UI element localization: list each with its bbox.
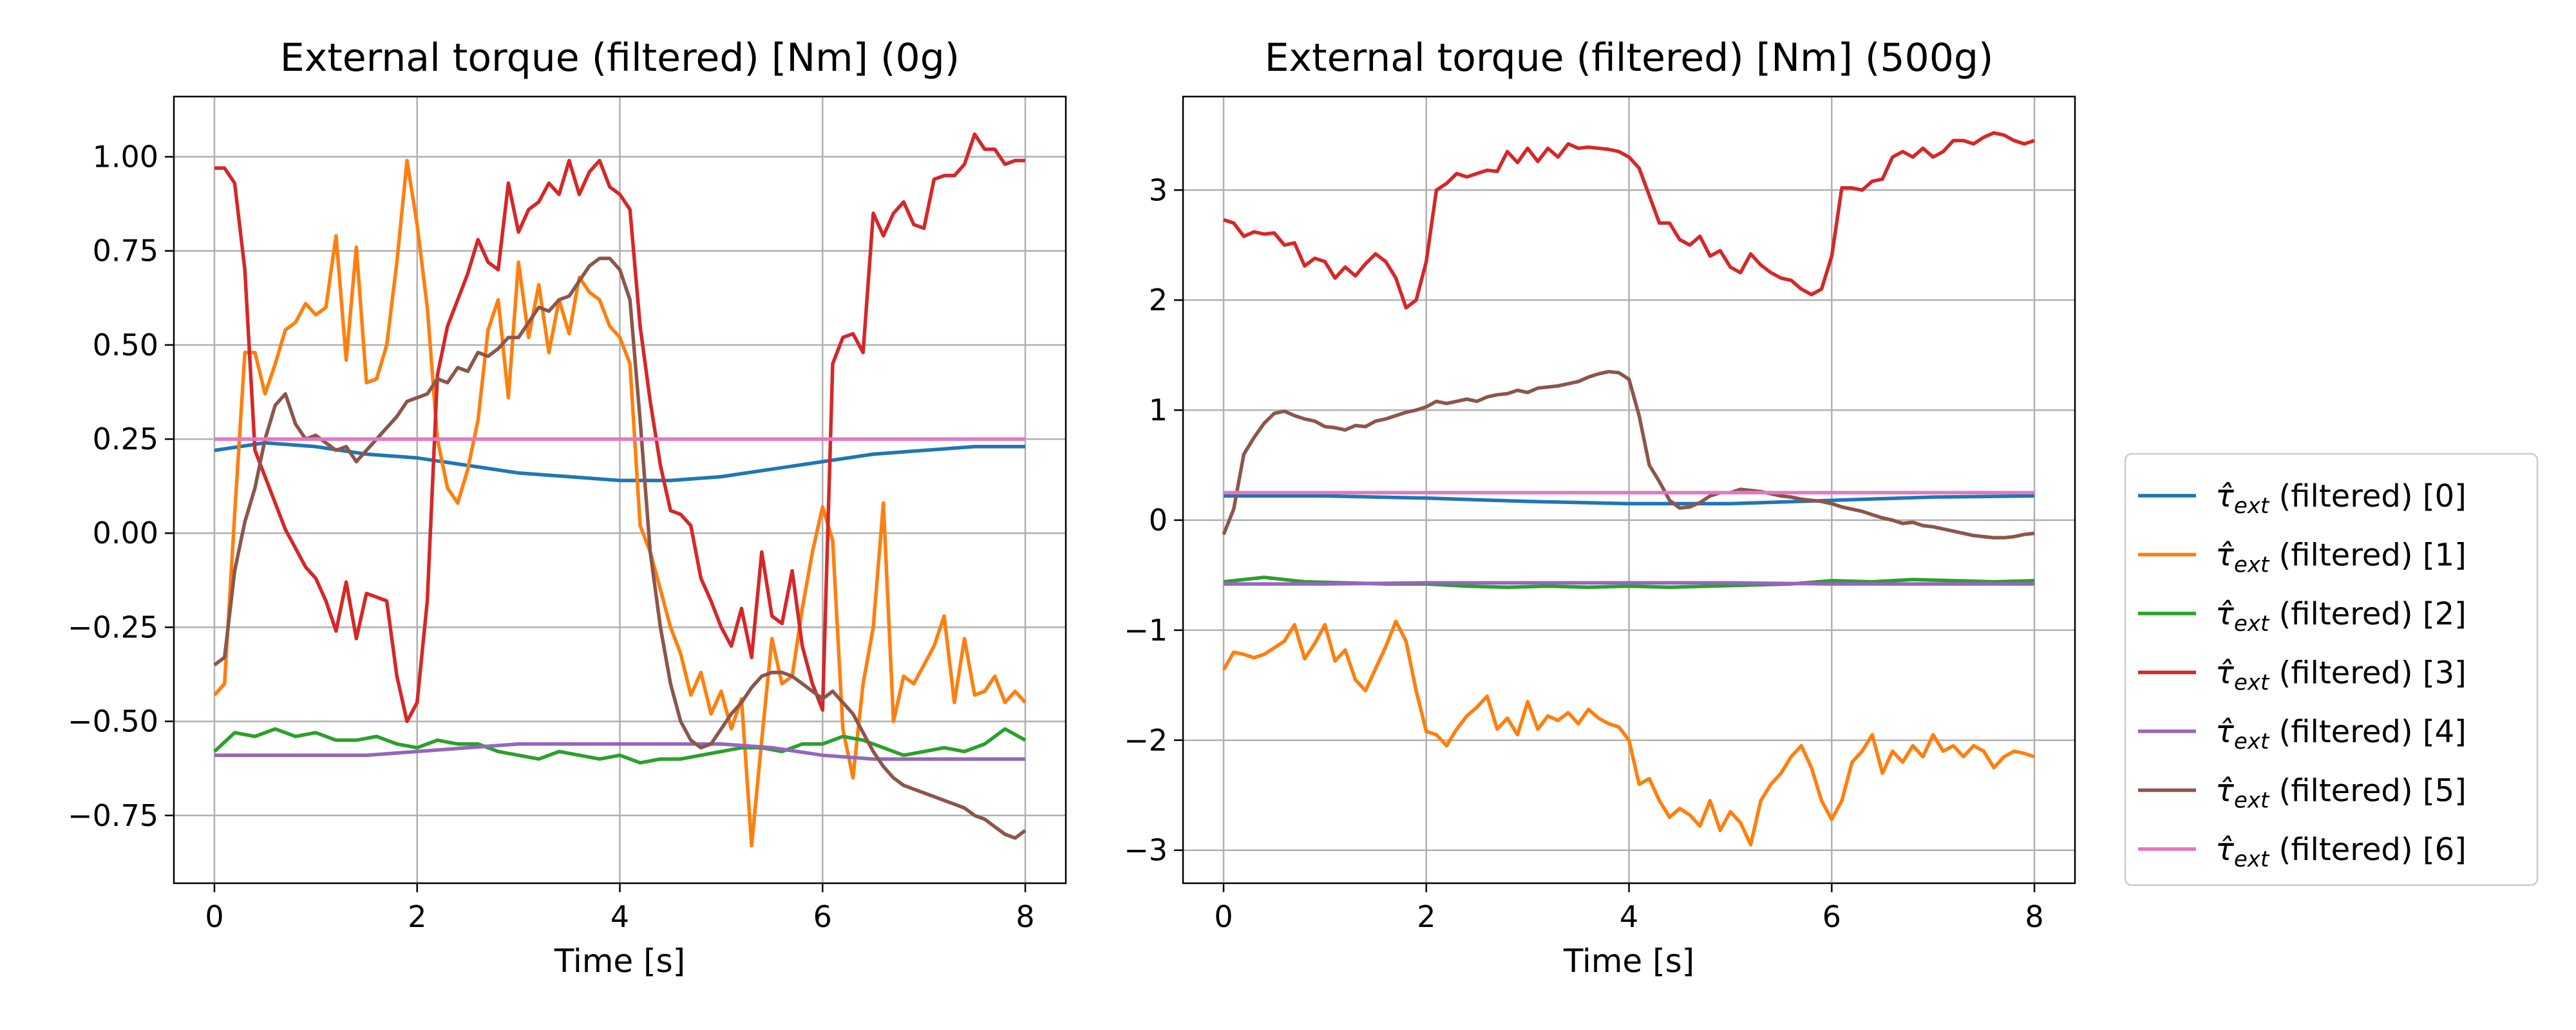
legend-item-1: τ̂ext (filtered) [1] xyxy=(2138,538,2467,578)
y-tick-label: 1 xyxy=(1149,393,1168,427)
y-tick-label: 2 xyxy=(1149,283,1168,317)
y-tick-label: 0.25 xyxy=(93,422,158,456)
x-tick-label: 0 xyxy=(205,899,223,934)
legend-label: τ̂ext (filtered) [6] xyxy=(2215,832,2467,872)
y-tick-label: 0 xyxy=(1149,503,1168,538)
chart-title: External torque (filtered) [Nm] (500g) xyxy=(1265,35,1994,80)
chart-panel-0g: 0 2 4 6 8 −0.75 −0.50 −0.25 0.00 0.25 0.50 0.75 1.00… xyxy=(68,35,1067,980)
series-line-1 xyxy=(213,158,1027,848)
legend-label: τ̂ext (filtered) [0] xyxy=(2215,478,2467,519)
y-tick-label: −0.25 xyxy=(68,610,158,644)
y-tick-label: −0.50 xyxy=(68,704,158,739)
x-tick-label: 4 xyxy=(611,899,629,934)
series-line-0 xyxy=(1224,494,2035,506)
x-tick-label: 8 xyxy=(1016,899,1034,934)
series-line-5 xyxy=(1222,370,2035,540)
legend-item-3: τ̂ext (filtered) [3] xyxy=(2138,655,2467,696)
series-line-3 xyxy=(1223,131,2035,310)
x-tick-label: 2 xyxy=(1417,899,1435,934)
x-tick-label: 4 xyxy=(1620,899,1638,934)
series-line-3 xyxy=(214,132,1025,724)
series-group xyxy=(213,132,1027,848)
x-tick-label: 0 xyxy=(1214,899,1233,934)
x-axis-label: Time [s] xyxy=(1563,942,1694,980)
chart-title: External torque (filtered) [Nm] (0g) xyxy=(280,35,960,80)
series-line-5 xyxy=(213,256,1027,840)
x-tick-label: 8 xyxy=(2025,899,2043,934)
y-tick-label: 0.75 xyxy=(93,234,158,268)
y-tick-label: −3 xyxy=(1124,833,1168,868)
legend-label: τ̂ext (filtered) [2] xyxy=(2215,596,2467,637)
legend-label: τ̂ext (filtered) [4] xyxy=(2215,714,2467,754)
y-tick-label: 1.00 xyxy=(93,140,158,174)
y-tick-label: −1 xyxy=(1124,613,1168,648)
legend-item-5: τ̂ext (filtered) [5] xyxy=(2138,773,2467,814)
legend-label: τ̂ext (filtered) [5] xyxy=(2215,773,2467,814)
series-line-1 xyxy=(1222,619,2035,847)
legend: τ̂ext (filtered) [0] τ̂ext (filtered) [1]… xyxy=(2124,453,2539,886)
legend-item-2: τ̂ext (filtered) [2] xyxy=(2138,596,2467,637)
y-tick-label: 3 xyxy=(1149,173,1168,207)
y-tick-label: −2 xyxy=(1124,723,1168,758)
series-group xyxy=(1222,131,2035,847)
legend-label: τ̂ext (filtered) [1] xyxy=(2215,538,2467,578)
x-tick-label: 6 xyxy=(1823,899,1841,934)
y-tick-label: 0.50 xyxy=(93,328,158,362)
series-line-4 xyxy=(1224,581,2034,586)
y-tick-label: −0.75 xyxy=(68,798,158,833)
legend-label: τ̂ext (filtered) [3] xyxy=(2215,655,2467,696)
legend-item-0: τ̂ext (filtered) [0] xyxy=(2138,478,2467,519)
x-tick-label: 6 xyxy=(813,899,832,934)
legend-item-6: τ̂ext (filtered) [6] xyxy=(2138,832,2467,872)
series-line-4 xyxy=(214,742,1025,761)
chart-panel-500g: 0 2 4 6 8 −3 −2 −1 0 1 2 3 Time [s] External torque (… xyxy=(1124,35,2076,980)
legend-item-4: τ̂ext (filtered) [4] xyxy=(2138,714,2467,754)
x-tick-label: 2 xyxy=(408,899,426,934)
y-tick-label: 0.00 xyxy=(93,516,158,550)
x-axis-label: Time [s] xyxy=(554,942,685,980)
series-line-2 xyxy=(213,727,1027,765)
legend-box xyxy=(2124,453,2539,886)
